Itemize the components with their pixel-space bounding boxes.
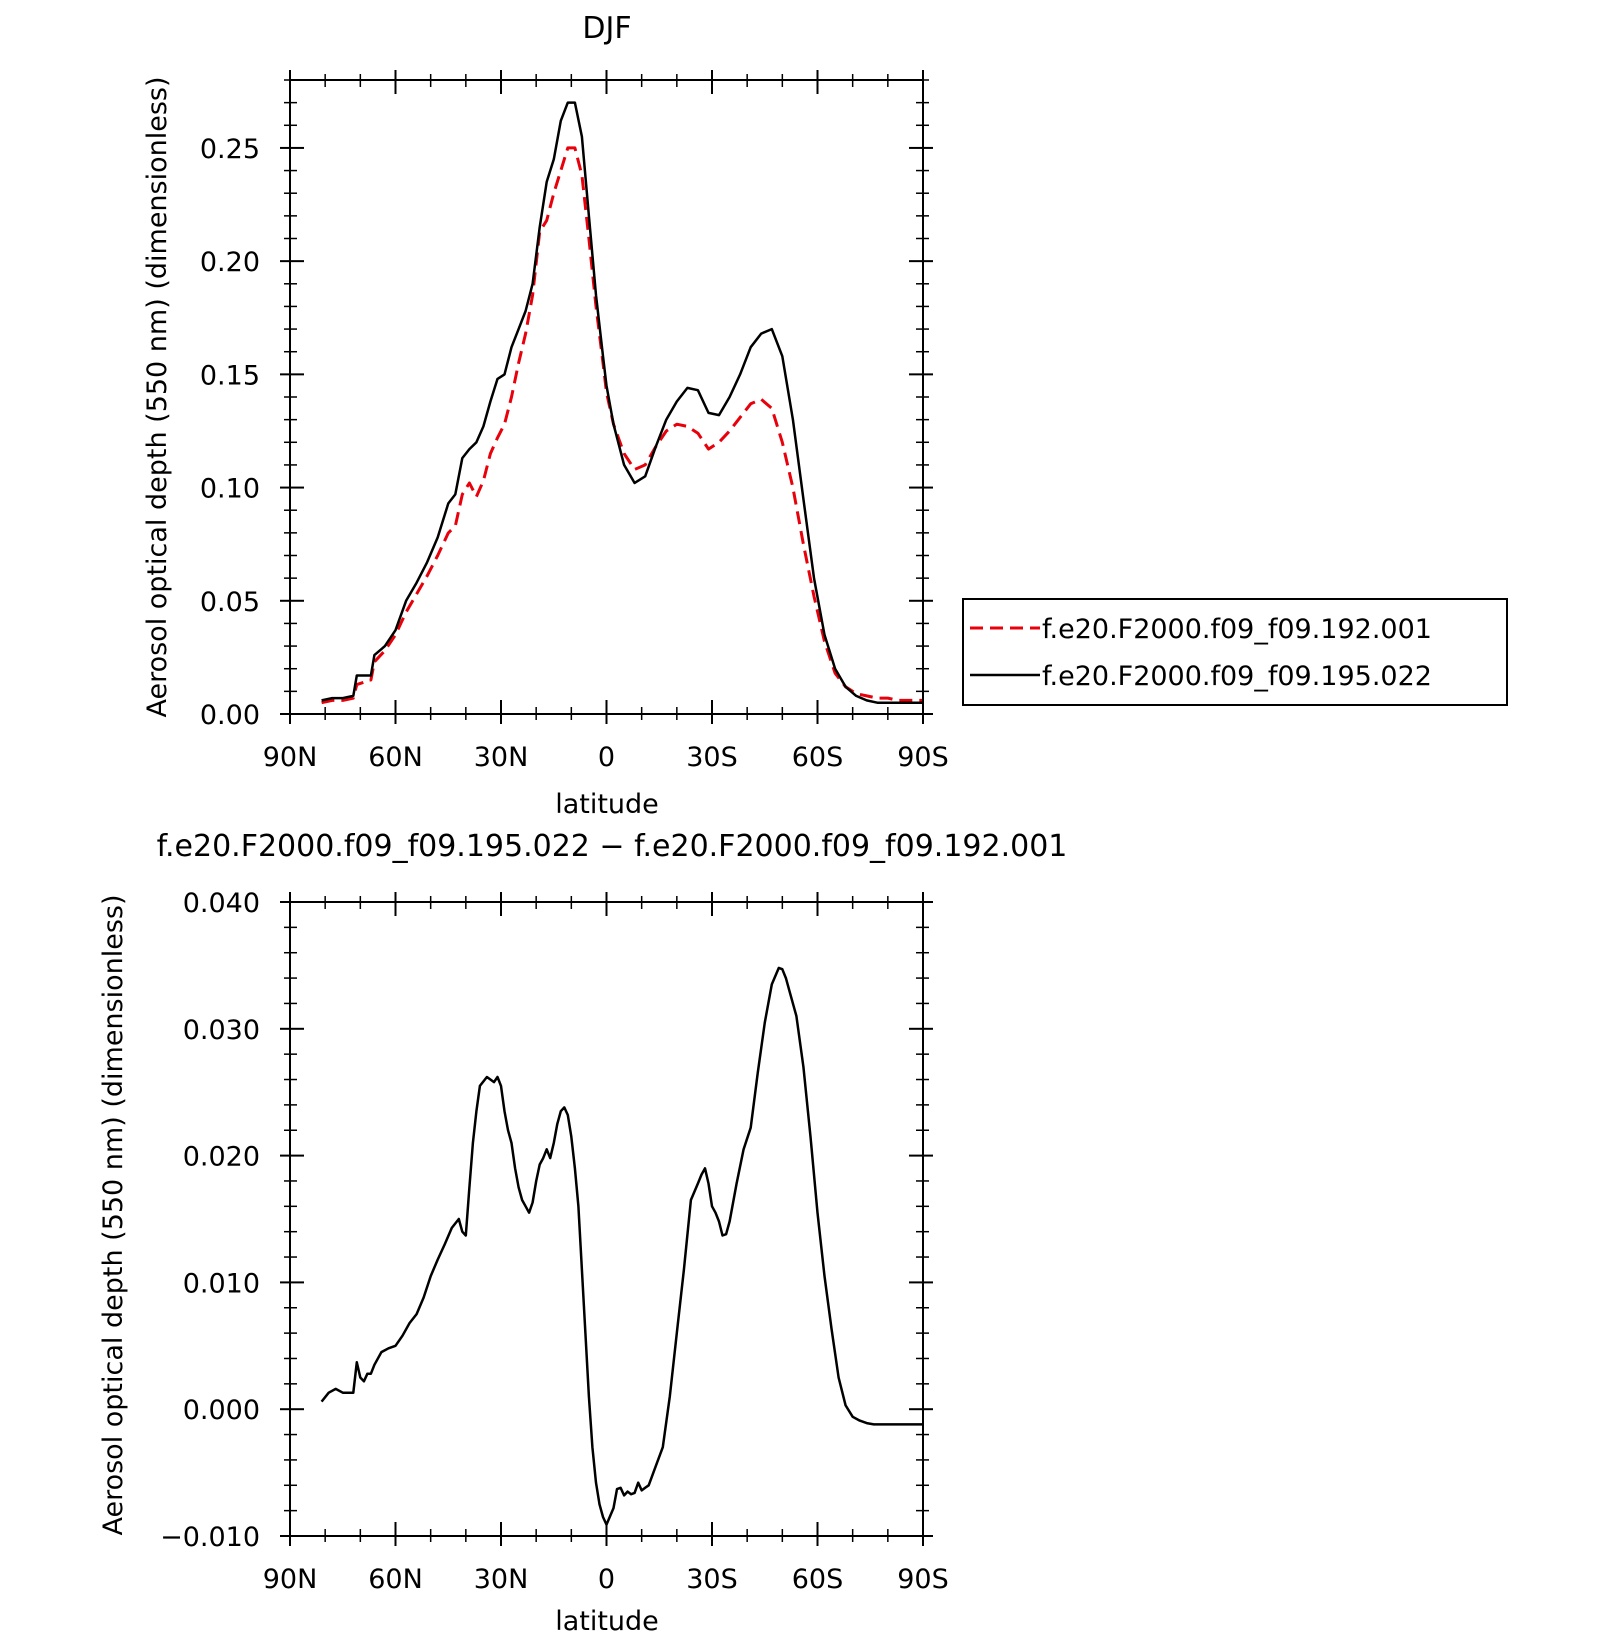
top-x-tick-label: 90S	[897, 742, 949, 773]
bottom-x-tick-label: 60S	[792, 1564, 844, 1595]
top-y-tick-label: 0.20	[200, 247, 260, 278]
bottom-y-tick-label: 0.020	[183, 1142, 260, 1173]
top-series-lines	[321, 101, 923, 705]
bottom-tick-labels: 90N 60N 30N 0 30S 60S 90S −0.010 0.000 0.010 0.020…	[160, 888, 949, 1595]
bottom-x-tick-label: 30N	[474, 1564, 529, 1595]
top-y-tick-label: 0.25	[200, 134, 260, 165]
top-y-tick-label: 0.05	[200, 587, 260, 618]
legend-label-192: f.e20.F2000.f09_f09.192.001	[1042, 614, 1432, 645]
bottom-x-tick-label: 30S	[686, 1564, 738, 1595]
legend-label-195: f.e20.F2000.f09_f09.195.022	[1042, 661, 1432, 692]
top-x-axis-title: latitude	[555, 789, 659, 820]
top-x-tick-label: 30S	[686, 742, 738, 773]
top-y-tick-label: 0.00	[200, 700, 260, 731]
top-y-tick-label: 0.10	[200, 474, 260, 505]
top-plot-frame	[289, 79, 924, 715]
bottom-y-tick-label: 0.040	[183, 888, 260, 919]
top-x-tick-label: 90N	[263, 742, 318, 773]
legend-box	[962, 598, 1508, 706]
top-series-line-0	[321, 146, 923, 705]
bottom-y-tick-label: 0.030	[183, 1015, 260, 1046]
top-series-line-1	[321, 101, 923, 704]
top-plot-title: DJF	[582, 11, 631, 46]
top-tick-labels: 90N 60N 30N 0 30S 60S 90S 0.00 0.05 0.10 0.15 0.20 0…	[200, 134, 949, 773]
top-y-axis-title: Aerosol optical depth (550 nm) (dimensio…	[142, 76, 173, 717]
bottom-y-tick-label: 0.000	[183, 1395, 260, 1426]
bottom-y-tick-label: 0.010	[183, 1268, 260, 1299]
bottom-x-tick-label: 60N	[368, 1564, 423, 1595]
bottom-panel: f.e20.F2000.f09_f09.195.022 − f.e20.F200…	[98, 829, 1067, 1635]
top-x-tick-label: 60S	[792, 742, 844, 773]
bottom-x-tick-label: 90N	[263, 1564, 318, 1595]
top-x-tick-label: 30N	[474, 742, 529, 773]
bottom-x-axis-title: latitude	[555, 1606, 659, 1635]
bottom-series-lines	[320, 966, 923, 1526]
legend: f.e20.F2000.f09_f09.192.001 f.e20.F2000.…	[962, 598, 1508, 706]
top-panel: DJF 90N 60N 30N 0 30S 60S 90S 0.00 0.05 0.10 0.15 0…	[142, 11, 1508, 820]
bottom-x-tick-label: 0	[598, 1564, 615, 1595]
bottom-plot-frame	[289, 901, 924, 1537]
top-x-tick-label: 60N	[368, 742, 423, 773]
bottom-plot-title: f.e20.F2000.f09_f09.195.022 − f.e20.F200…	[157, 829, 1068, 864]
bottom-x-tick-label: 90S	[897, 1564, 949, 1595]
bottom-series-line-0	[320, 966, 923, 1526]
bottom-y-axis-title: Aerosol optical depth (550 nm) (dimensio…	[98, 894, 129, 1535]
bottom-y-tick-label: −0.010	[160, 1522, 260, 1553]
top-x-tick-label: 0	[598, 742, 615, 773]
top-y-tick-label: 0.15	[200, 360, 260, 391]
bottom-axis-ticks	[280, 892, 933, 1546]
